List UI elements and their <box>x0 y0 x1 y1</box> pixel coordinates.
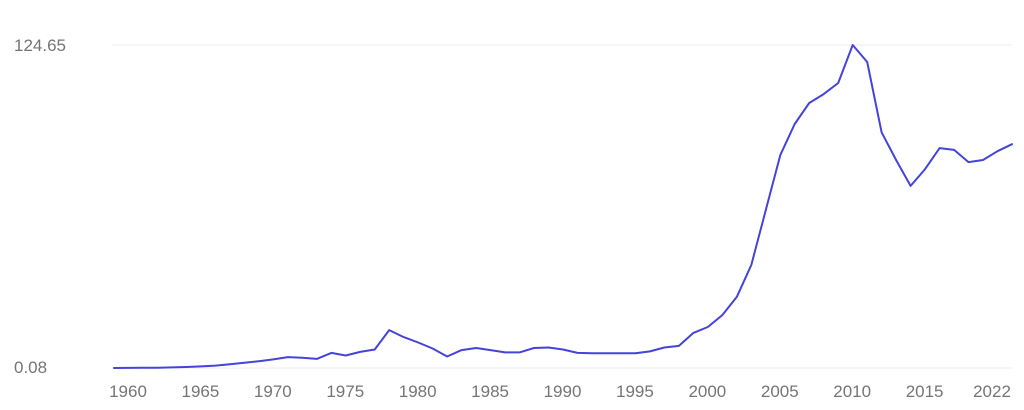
x-tick-label-1970: 1970 <box>254 382 292 401</box>
x-tick-label-1965: 1965 <box>182 382 220 401</box>
x-tick-label-1975: 1975 <box>326 382 364 401</box>
x-tick-label-2005: 2005 <box>761 382 799 401</box>
x-tick-label-1980: 1980 <box>399 382 437 401</box>
x-tick-label-1985: 1985 <box>471 382 509 401</box>
x-tick-label-2010: 2010 <box>833 382 871 401</box>
x-tick-label-1995: 1995 <box>616 382 654 401</box>
x-tick-label-1990: 1990 <box>544 382 582 401</box>
x-tick-label-2000: 2000 <box>688 382 726 401</box>
x-tick-label-2022: 2022 <box>973 382 1011 401</box>
y-axis-max-label: 124.65 <box>14 36 66 55</box>
y-axis-min-label: 0.08 <box>14 358 47 377</box>
data-series-line <box>113 44 1013 369</box>
x-tick-label-2015: 2015 <box>906 382 944 401</box>
x-tick-label-1960: 1960 <box>109 382 147 401</box>
